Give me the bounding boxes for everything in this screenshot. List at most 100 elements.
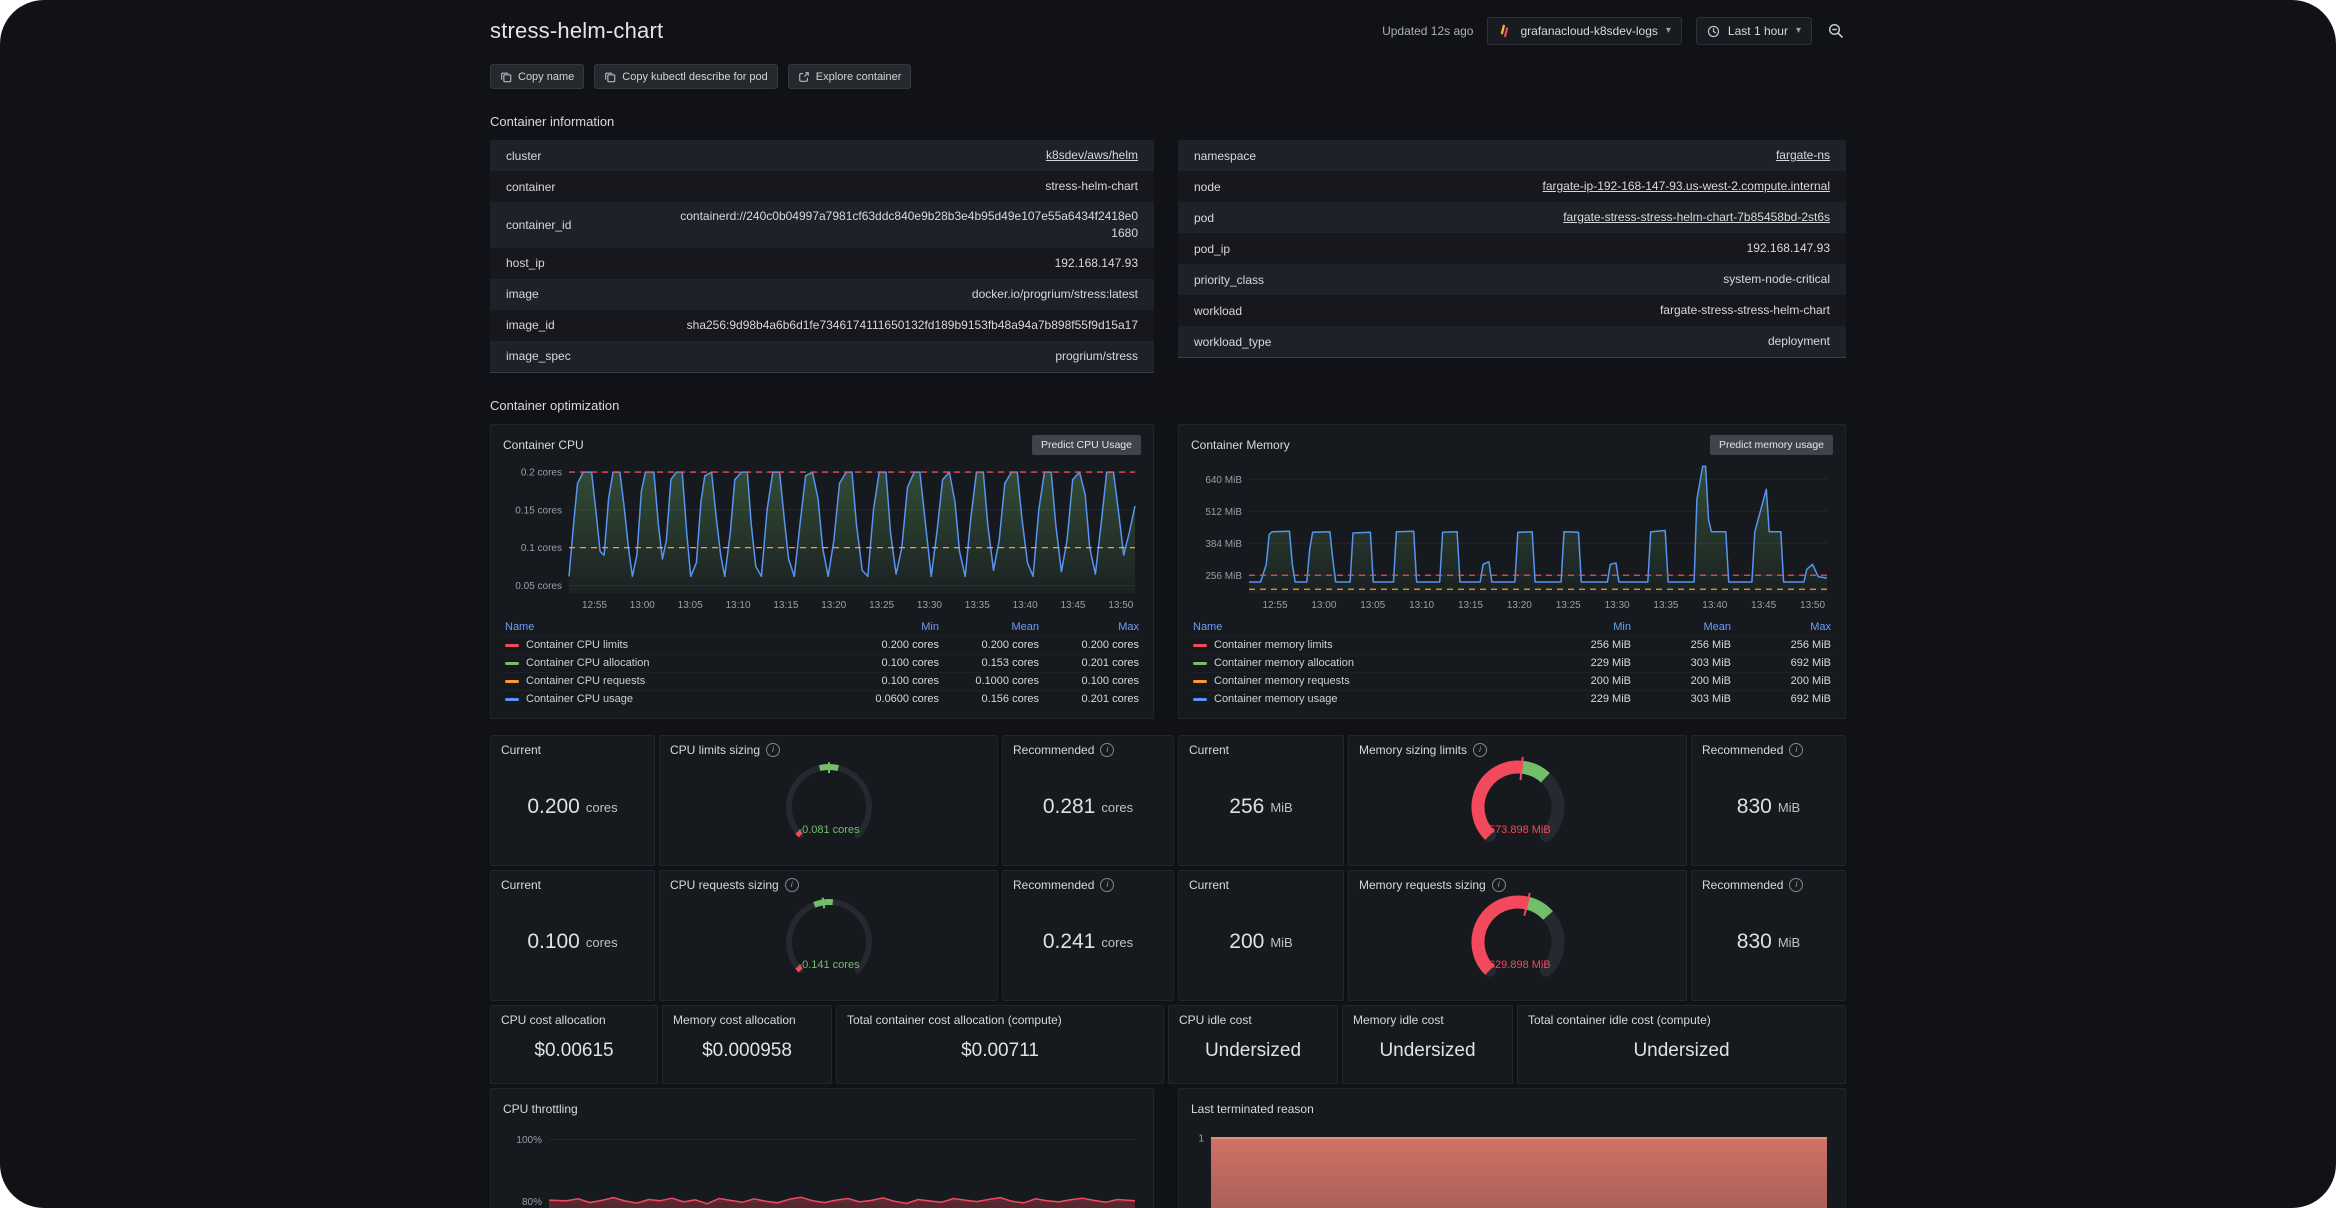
series-min: 200 MiB bbox=[1590, 675, 1631, 688]
legend-row[interactable]: Container CPU limits 0.200 cores 0.200 c… bbox=[503, 635, 1141, 654]
row-value[interactable]: k8sdev/aws/helm bbox=[1045, 148, 1138, 163]
table-row: container_id containerd://240c0b04997a79… bbox=[490, 202, 1154, 248]
legend-row[interactable]: Container CPU allocation 0.100 cores 0.1… bbox=[503, 653, 1141, 672]
bottom-row: CPU throttling 100%80%60% Last terminate… bbox=[490, 1087, 1846, 1208]
series-mean: 0.200 cores bbox=[981, 639, 1039, 652]
cpu-limits-sizing-gauge-panel: CPU limits sizing i -0.081 cores bbox=[659, 734, 998, 866]
cpu-timeseries-chart[interactable]: 0.2 cores 0.15 cores 0.1 cores 0.05 cores 12… bbox=[503, 457, 1141, 615]
series-name[interactable]: Container CPU allocation bbox=[526, 657, 650, 670]
info-icon[interactable]: i bbox=[1100, 877, 1115, 892]
legend-row[interactable]: Container memory usage 229 MiB 303 MiB 6… bbox=[1191, 689, 1833, 708]
table-row: image_id sha256:9d98b4a6b6d1fe7346174111… bbox=[490, 309, 1154, 341]
legend-row[interactable]: Container CPU usage 0.0600 cores 0.156 c… bbox=[503, 689, 1141, 708]
row-value[interactable]: fargate-stress-stress-helm-chart-7b85458… bbox=[1563, 210, 1830, 225]
legend-header[interactable]: Name Min Mean Max bbox=[505, 621, 1139, 634]
svg-text:-0.081 cores: -0.081 cores bbox=[798, 824, 860, 836]
legend-header[interactable]: Name Min Mean Max bbox=[1193, 621, 1831, 634]
time-range-picker[interactable]: Last 1 hour ▾ bbox=[1695, 17, 1812, 45]
row-value: sha256:9d98b4a6b6d1fe7346174111650132fd1… bbox=[686, 317, 1138, 332]
explore-container-button[interactable]: Explore container bbox=[787, 64, 912, 89]
panel-title: Current bbox=[501, 877, 542, 892]
svg-text:100%: 100% bbox=[516, 1134, 542, 1145]
cost-panel: CPU idle cost Undersized bbox=[1168, 1004, 1338, 1084]
row-value[interactable]: fargate-ns bbox=[1775, 148, 1830, 163]
row-value: deployment bbox=[1767, 334, 1830, 349]
copy-name-button[interactable]: Copy name bbox=[490, 64, 585, 89]
svg-text:13:45: 13:45 bbox=[1060, 600, 1085, 611]
series-max: 0.201 cores bbox=[1081, 657, 1139, 670]
info-icon[interactable]: i bbox=[766, 742, 781, 757]
series-name[interactable]: Container memory allocation bbox=[1214, 657, 1355, 670]
row-key: pod_ip bbox=[1194, 241, 1231, 256]
row-value: stress-helm-chart bbox=[1045, 179, 1138, 194]
predict-cpu-usage-button[interactable]: Predict CPU Usage bbox=[1031, 434, 1141, 455]
memory-requests-sizing-gauge-panel: Memory requests sizing i -629.898 MiB bbox=[1348, 869, 1687, 1001]
stat-value: 0.241 cores bbox=[1042, 930, 1134, 954]
svg-text:13:15: 13:15 bbox=[1458, 600, 1483, 611]
cost-value: Undersized bbox=[1204, 1040, 1302, 1062]
table-row: pod fargate-stress-stress-helm-chart-7b8… bbox=[1178, 202, 1846, 233]
table-row: workload fargate-stress-stress-helm-char… bbox=[1178, 295, 1846, 326]
series-min: 229 MiB bbox=[1590, 693, 1631, 706]
panel-title: Container CPU bbox=[503, 437, 584, 452]
info-icon[interactable]: i bbox=[1491, 877, 1506, 892]
time-range-label: Last 1 hour bbox=[1727, 24, 1788, 38]
svg-text:0.1 cores: 0.1 cores bbox=[521, 543, 562, 554]
series-name[interactable]: Container memory limits bbox=[1214, 639, 1333, 652]
predict-memory-usage-button[interactable]: Predict memory usage bbox=[1709, 434, 1833, 455]
row-key: pod bbox=[1194, 210, 1215, 225]
container-optimization-heading: Container optimization bbox=[490, 397, 620, 413]
series-name[interactable]: Container memory usage bbox=[1214, 693, 1338, 706]
row-key: cluster bbox=[506, 148, 542, 163]
last-terminated-reason-chart[interactable]: 1 bbox=[1191, 1121, 1833, 1208]
series-min: 0.0600 cores bbox=[875, 693, 939, 706]
info-icon[interactable]: i bbox=[1789, 877, 1804, 892]
row-key: namespace bbox=[1194, 148, 1257, 163]
stat-value: 830 MiB bbox=[1736, 930, 1801, 954]
cpu-legend: Name Min Mean Max Container CPU limits 0… bbox=[503, 619, 1141, 708]
info-icon[interactable]: i bbox=[1789, 742, 1804, 757]
info-icon[interactable]: i bbox=[784, 877, 799, 892]
series-color-marker bbox=[505, 643, 519, 647]
panel-title: Total container cost allocation (compute… bbox=[847, 1012, 1062, 1027]
svg-text:13:05: 13:05 bbox=[678, 600, 703, 611]
panel-title: CPU limits sizing bbox=[670, 742, 761, 757]
current-memory-request-panel: Current 200 MiB bbox=[1178, 869, 1344, 1001]
copy-kubectl-button[interactable]: Copy kubectl describe for pod bbox=[594, 64, 778, 89]
table-row: image docker.io/progrium/stress:latest bbox=[490, 278, 1154, 310]
info-icon[interactable]: i bbox=[1473, 742, 1488, 757]
sizing-row-requests: Current 0.100 cores CPU requests sizing … bbox=[490, 869, 1846, 1001]
legend-row[interactable]: Container memory requests 200 MiB 200 Mi… bbox=[1191, 671, 1833, 690]
cpu-throttling-chart[interactable]: 100%80%60% bbox=[503, 1121, 1141, 1208]
series-name[interactable]: Container CPU limits bbox=[526, 639, 629, 652]
series-max: 0.200 cores bbox=[1081, 639, 1139, 652]
row-key: workload bbox=[1194, 303, 1243, 318]
panel-title: Recommended bbox=[1702, 742, 1784, 757]
memory-limits-gauge: -573.898 MiB bbox=[1359, 756, 1676, 861]
legend-row[interactable]: Container memory allocation 229 MiB 303 … bbox=[1191, 653, 1833, 672]
cost-panel: Total container cost allocation (compute… bbox=[836, 1004, 1164, 1084]
series-name[interactable]: Container CPU usage bbox=[526, 693, 634, 706]
memory-timeseries-chart[interactable]: 640 MiB 512 MiB 384 MiB 256 MiB 12:55 13:00 13… bbox=[1191, 457, 1833, 615]
row-key: container_id bbox=[506, 217, 572, 232]
explore-container-label: Explore container bbox=[815, 70, 902, 83]
info-icon[interactable]: i bbox=[1100, 742, 1115, 757]
cpu-requests-sizing-gauge-panel: CPU requests sizing i -0.141 cores bbox=[659, 869, 998, 1001]
series-name[interactable]: Container memory requests bbox=[1214, 675, 1350, 688]
series-name[interactable]: Container CPU requests bbox=[526, 675, 646, 688]
row-value[interactable]: fargate-ip-192-168-147-93.us-west-2.comp… bbox=[1542, 179, 1831, 194]
row-key: node bbox=[1194, 179, 1221, 194]
svg-text:13:15: 13:15 bbox=[773, 600, 798, 611]
series-mean: 303 MiB bbox=[1690, 657, 1731, 670]
svg-text:13:50: 13:50 bbox=[1800, 600, 1825, 611]
legend-row[interactable]: Container memory limits 256 MiB 256 MiB … bbox=[1191, 635, 1833, 654]
cpu-requests-gauge: -0.141 cores bbox=[670, 892, 987, 996]
zoom-out-button[interactable] bbox=[1826, 21, 1846, 41]
datasource-picker[interactable]: grafanacloud-k8sdev-logs ▾ bbox=[1487, 17, 1682, 45]
legend-row[interactable]: Container CPU requests 0.100 cores 0.100… bbox=[503, 671, 1141, 690]
svg-text:13:35: 13:35 bbox=[1653, 600, 1678, 611]
svg-text:13:35: 13:35 bbox=[965, 600, 990, 611]
series-mean: 0.153 cores bbox=[981, 657, 1039, 670]
series-mean: 0.156 cores bbox=[981, 693, 1039, 706]
table-row: node fargate-ip-192-168-147-93.us-west-2… bbox=[1178, 171, 1846, 202]
